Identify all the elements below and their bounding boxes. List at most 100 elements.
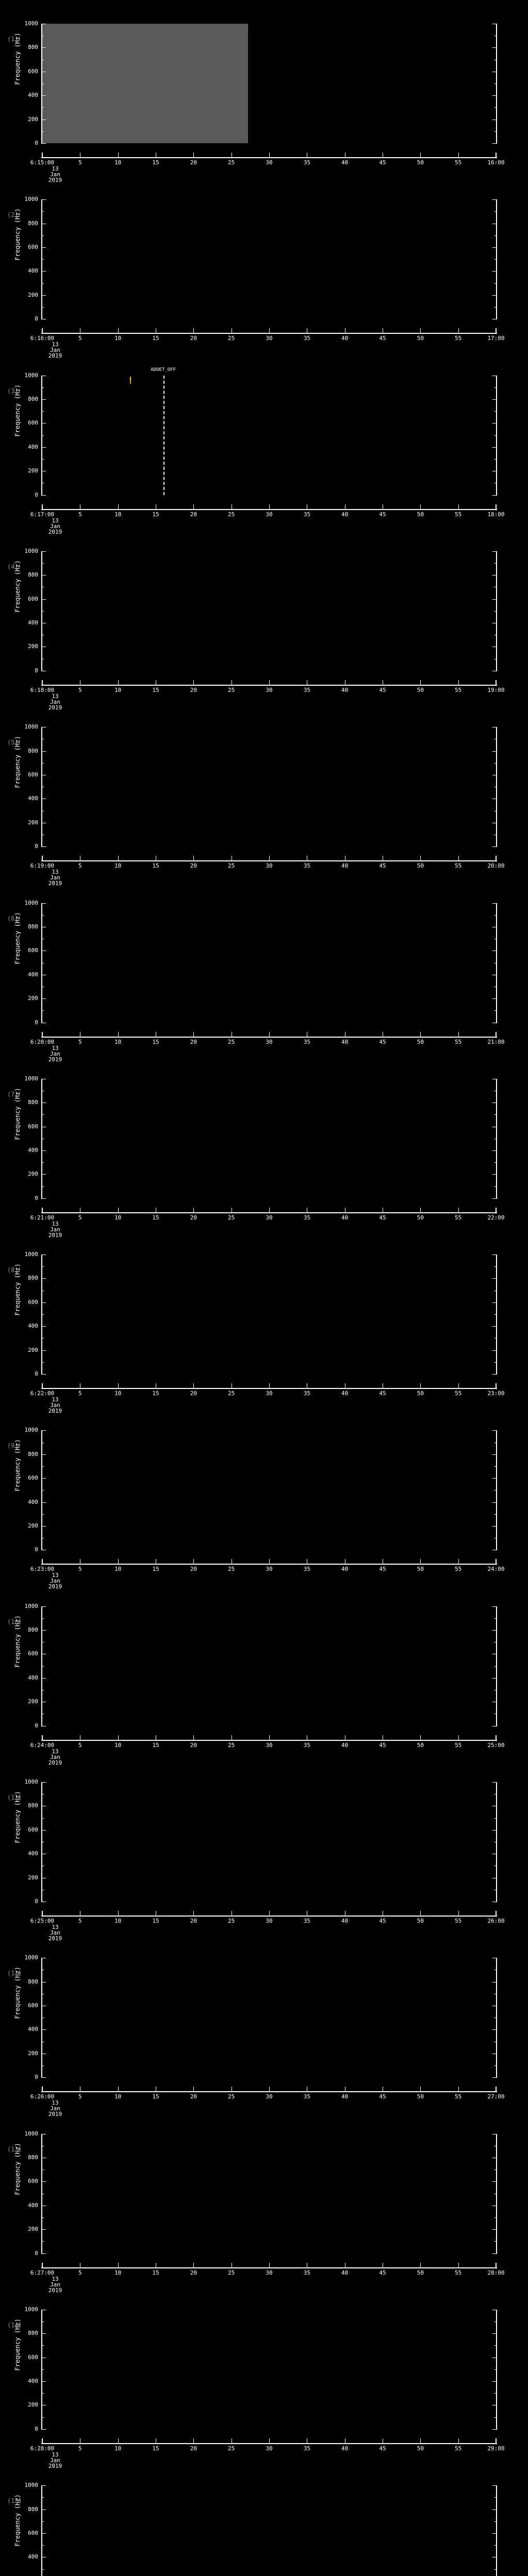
x-tick xyxy=(118,680,119,685)
x-tick-label: 20 xyxy=(190,1390,197,1397)
x-tick-label-end: 24:00 xyxy=(487,1566,505,1573)
y-tick xyxy=(41,1478,46,1479)
plot-area-7 xyxy=(42,1078,496,1198)
x-tick-label: 25 xyxy=(228,1038,235,1045)
datestamp-line: 13 xyxy=(52,2099,59,2107)
y-tick xyxy=(41,751,46,752)
y-tick-right xyxy=(492,2333,497,2334)
panel-row-label: (5) xyxy=(7,739,19,747)
x-tick-label: 5 xyxy=(78,1741,82,1749)
y-tick-label: 800 xyxy=(28,395,38,402)
x-axis-datestamp: 13 Jan 2019 xyxy=(32,1221,78,1238)
y-tick-label: 800 xyxy=(28,44,38,51)
y-tick-right xyxy=(494,1618,497,1619)
y-tick-right xyxy=(492,143,497,144)
y-axis-title: Frequency (Hz) xyxy=(14,32,21,85)
y-tick xyxy=(41,2485,46,2486)
y-tick xyxy=(41,1174,46,1175)
x-axis-cap xyxy=(42,1031,43,1037)
y-tick-label: 800 xyxy=(28,571,38,579)
y-tick-right xyxy=(492,2429,497,2430)
y-tick xyxy=(41,2217,44,2218)
x-tick xyxy=(269,856,270,861)
y-tick-label: 200 xyxy=(28,995,38,1002)
plot-area-15 xyxy=(42,2485,496,2576)
x-tick-label: 25 xyxy=(228,862,235,870)
x-tick-label: 15 xyxy=(152,1214,159,1221)
x-tick-label: 20 xyxy=(190,862,197,870)
x-tick-label: 55 xyxy=(455,335,462,342)
plot-area-6 xyxy=(42,903,496,1023)
y-tick-label: 600 xyxy=(28,1475,38,1482)
x-tick-label: 55 xyxy=(455,511,462,518)
x-tick-label: 5 xyxy=(78,1214,82,1221)
y-axis-title: Frequency (Hz) xyxy=(14,2494,21,2547)
x-tick-label: 40 xyxy=(341,2269,349,2276)
y-tick-right xyxy=(492,1454,497,1455)
y-tick xyxy=(41,1162,44,1163)
x-axis-rule xyxy=(41,333,497,334)
x-tick-label: 50 xyxy=(417,686,424,693)
y-tick xyxy=(41,1198,46,1199)
x-tick xyxy=(193,680,194,685)
x-tick-label: 35 xyxy=(303,2269,310,2276)
x-tick-label: 5 xyxy=(78,2445,82,2452)
x-axis-rule xyxy=(41,2443,497,2444)
x-tick-label: 50 xyxy=(417,1038,424,1045)
x-tick xyxy=(420,2087,421,2092)
x-tick-label: 25 xyxy=(228,686,235,693)
y-tick-right xyxy=(494,2545,497,2546)
y-tick xyxy=(41,271,46,272)
x-tick-label: 15 xyxy=(152,1390,159,1397)
x-tick-label: 30 xyxy=(266,159,273,166)
y-axis-spine-right xyxy=(496,2485,497,2576)
y-tick-right xyxy=(494,459,497,460)
x-tick xyxy=(458,1031,459,1037)
x-tick xyxy=(118,1031,119,1037)
x-tick-label: 15 xyxy=(152,1566,159,1573)
plot-area-9 xyxy=(42,1430,496,1550)
plot-area-12 xyxy=(42,1958,496,2078)
x-tick-label: 55 xyxy=(455,2269,462,2276)
y-tick-label: 600 xyxy=(28,595,38,602)
y-tick xyxy=(41,387,44,388)
x-tick-label: 45 xyxy=(379,159,386,166)
x-tick-label: 35 xyxy=(303,862,310,870)
y-tick-label: 0 xyxy=(35,667,38,674)
y-tick-label: 0 xyxy=(35,491,38,498)
x-tick-label: 25 xyxy=(228,2445,235,2452)
x-tick xyxy=(193,1207,194,1213)
x-tick-label: 25 xyxy=(228,2093,235,2100)
y-tick-right xyxy=(494,2569,497,2570)
x-tick-label: 5 xyxy=(78,2093,82,2100)
datestamp-line: Jan xyxy=(50,171,60,178)
x-tick xyxy=(118,1559,119,1565)
y-tick-right xyxy=(494,2393,497,2394)
x-tick-label: 45 xyxy=(379,1214,386,1221)
y-tick xyxy=(41,611,44,612)
y-tick-right xyxy=(494,131,497,132)
x-tick xyxy=(458,1735,459,1740)
x-axis-cap xyxy=(42,680,43,685)
y-tick-label: 200 xyxy=(28,1874,38,1881)
x-tick-label: 35 xyxy=(303,1741,310,1749)
x-axis-rule xyxy=(41,509,497,510)
x-tick-label: 30 xyxy=(266,1918,273,1924)
y-tick xyxy=(41,1502,46,1503)
panel-row-label: (9) xyxy=(7,1442,19,1450)
x-tick-label: 25 xyxy=(228,159,235,166)
y-tick xyxy=(41,307,44,308)
datestamp-line: Jan xyxy=(50,1753,60,1760)
x-tick-label-end: 20:00 xyxy=(487,862,505,870)
x-axis-rule xyxy=(41,860,497,862)
plot-area-8 xyxy=(42,1255,496,1375)
y-tick-label: 1000 xyxy=(24,20,39,27)
y-tick xyxy=(41,2497,44,2498)
y-tick xyxy=(41,143,46,144)
y-tick-right xyxy=(494,2065,497,2066)
y-tick-right xyxy=(492,1782,497,1783)
y-tick-label: 200 xyxy=(28,1171,38,1178)
x-tick-label: 35 xyxy=(303,511,310,518)
x-tick-label: 5 xyxy=(78,686,82,693)
